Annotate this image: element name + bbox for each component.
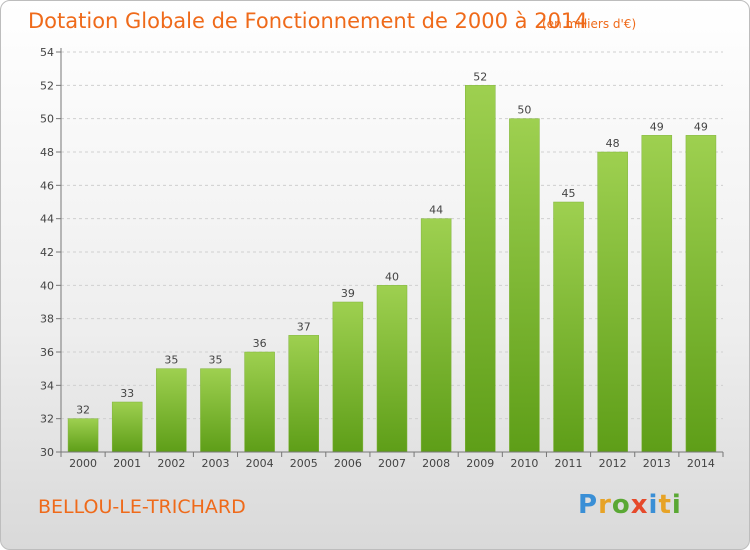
value-label: 33: [120, 387, 134, 400]
y-tick-label: 30: [40, 446, 54, 459]
x-tick-label: 2009: [466, 457, 494, 470]
bar-2008: [420, 218, 452, 453]
x-tick-label: 2010: [510, 457, 538, 470]
value-label: 44: [429, 204, 443, 217]
value-label: 45: [562, 187, 576, 200]
y-tick-label: 44: [40, 213, 54, 226]
bar-2000: [67, 418, 99, 453]
bar-2005: [288, 335, 319, 453]
x-tick-label: 2012: [599, 457, 627, 470]
value-label: 40: [385, 270, 399, 283]
y-tick-label: 34: [40, 379, 54, 392]
x-tick-label: 2000: [69, 457, 97, 470]
y-tick-label: 36: [40, 346, 54, 359]
x-tick-label: 2004: [246, 457, 274, 470]
x-tick-label: 2013: [643, 457, 671, 470]
y-tick-label: 52: [40, 79, 54, 92]
bar-2011: [553, 201, 584, 453]
value-label: 36: [253, 337, 267, 350]
value-label: 35: [164, 354, 178, 367]
value-label: 48: [606, 137, 620, 150]
bar-2014: [685, 135, 717, 453]
value-label: 50: [517, 104, 531, 117]
bar-2010: [509, 118, 540, 453]
place-name: BELLOU-LE-TRICHARD: [38, 496, 246, 518]
bar-2006: [332, 301, 364, 453]
logo-letter: o: [611, 490, 631, 520]
logo-letter: i: [671, 490, 682, 520]
bar-2001: [111, 401, 143, 453]
y-tick-label: 54: [40, 46, 54, 59]
x-tick-label: 2001: [113, 457, 141, 470]
value-label: 49: [694, 120, 708, 133]
y-tick-label: 46: [40, 179, 54, 192]
bar-2002: [156, 368, 187, 453]
value-label: 49: [650, 120, 664, 133]
bar-2004: [244, 351, 275, 453]
logo-letter: r: [598, 490, 612, 520]
x-tick-label: 2011: [555, 457, 583, 470]
x-tick-label: 2003: [201, 457, 229, 470]
y-tick-label: 48: [40, 146, 54, 159]
value-label: 35: [208, 354, 222, 367]
x-tick-label: 2005: [290, 457, 318, 470]
bar-2009: [465, 85, 496, 453]
bar-2012: [597, 151, 628, 453]
y-tick-label: 50: [40, 113, 54, 126]
value-label: 52: [473, 70, 487, 83]
bar-2007: [376, 285, 408, 453]
x-tick-label: 2014: [687, 457, 715, 470]
y-tick-label: 38: [40, 313, 54, 326]
x-tick-label: 2008: [422, 457, 450, 470]
x-tick-label: 2002: [157, 457, 185, 470]
value-label: 32: [76, 404, 90, 417]
proxiti-logo: Proxiti: [578, 490, 682, 520]
y-tick-label: 32: [40, 413, 54, 426]
logo-letter: P: [578, 490, 599, 520]
logo-letter: t: [658, 490, 672, 520]
bar-2003: [200, 368, 231, 453]
logo-letter: i: [648, 490, 659, 520]
chart-title: Dotation Globale de Fonctionnement de 20…: [28, 9, 588, 33]
value-label: 39: [341, 287, 355, 300]
y-tick-label: 40: [40, 279, 54, 292]
x-tick-label: 2007: [378, 457, 406, 470]
x-tick-label: 2006: [334, 457, 362, 470]
value-label: 37: [297, 320, 311, 333]
chart-subtitle: (en milliers d'€): [542, 17, 637, 31]
logo-letter: x: [630, 490, 649, 520]
y-tick-label: 42: [40, 246, 54, 259]
bar-2013: [641, 135, 673, 453]
